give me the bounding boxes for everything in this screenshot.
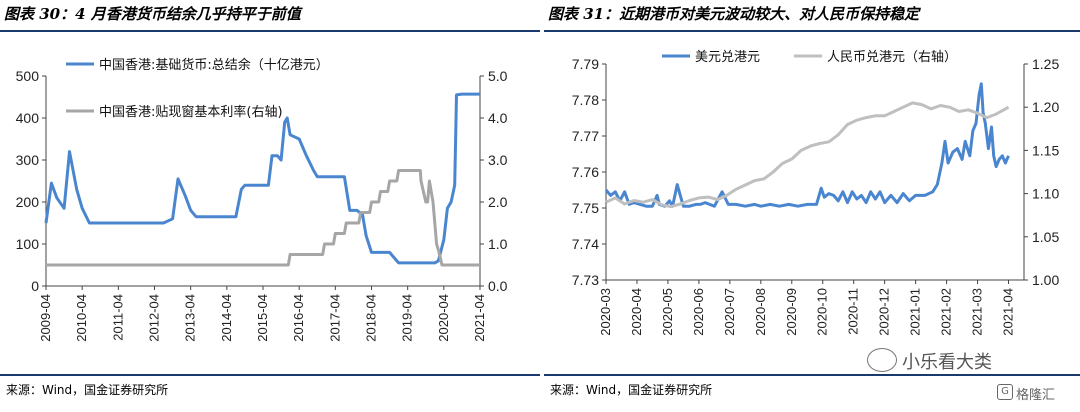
left-xtick-label: 2015-04: [255, 294, 270, 342]
left-ytick-left-label: 100: [16, 236, 40, 252]
right-ytick-right-label: 1.10: [1032, 186, 1059, 202]
left-ytick-right-label: 4.0: [488, 110, 508, 126]
left-ytick-left-label: 500: [16, 68, 40, 84]
right-xtick-label: 2020-10: [815, 288, 830, 336]
right-xtick-label: 2021-02: [939, 288, 954, 336]
left-xtick-label: 2020-04: [436, 294, 451, 342]
left-ytick-left-label: 400: [16, 110, 40, 126]
source-divider-right: [544, 374, 1080, 376]
left-ytick-right-label: 1.0: [488, 236, 508, 252]
left-xtick-label: 2017-04: [327, 294, 342, 342]
right-xtick-label: 2020-06: [691, 288, 706, 336]
left-series-line-1: [46, 169, 480, 267]
right-series-line-0: [604, 82, 1010, 208]
right-ytick-right-label: 1.25: [1032, 56, 1059, 72]
left-xtick-label: 2019-04: [400, 294, 415, 342]
chart-title-right: 图表 31：近期港币对美元波动较大、对人民币保持稳定: [548, 5, 920, 23]
left-series-line-0: [44, 92, 480, 265]
left-ytick-left-label: 0: [31, 278, 39, 294]
source-note-right: 来源：Wind，国金证券研究所: [550, 383, 713, 397]
chart-left: 0 100 200 300 400 500 0.0 1.0 2.0 3.0 4.0 5.0 2009-0…: [16, 57, 508, 342]
right-ytick-left-label: 7.76: [572, 164, 599, 180]
right-ytick-left-label: 7.74: [572, 236, 599, 252]
left-ytick-right-label: 5.0: [488, 68, 508, 84]
right-xtick-label: 2021-01: [908, 288, 923, 336]
chart-right: 7.73 7.74 7.75 7.76 7.77 7.78 7.79 1.00 1.05 1.10…: [572, 50, 1060, 336]
right-xtick-label: 2020-04: [629, 288, 644, 336]
right-xtick-label: 2020-09: [784, 288, 799, 336]
right-ytick-right-label: 1.20: [1032, 99, 1059, 115]
right-xtick-label: 2021-04: [1001, 288, 1016, 336]
left-ytick-left-label: 200: [16, 194, 40, 210]
right-legend-label-0: 美元兑港元: [695, 50, 760, 65]
right-ytick-left-label: 7.78: [572, 92, 599, 108]
left-ytick-left-label: 300: [16, 152, 40, 168]
right-ytick-left-label: 7.77: [572, 128, 599, 144]
left-xtick-label: 2018-04: [364, 294, 379, 342]
right-legend-label-1: 人民币兑港元（右轴）: [827, 50, 957, 65]
right-ytick-right-label: 1.00: [1032, 272, 1059, 288]
right-series-line-1: [605, 101, 1010, 209]
watermark-chat-icon: [867, 348, 897, 372]
right-ytick-left-label: 7.79: [572, 56, 599, 72]
source-note-left: 来源：Wind，国金证券研究所: [6, 383, 169, 397]
right-ytick-left-label: 7.73: [572, 272, 599, 288]
left-xtick-label: 2010-04: [74, 294, 89, 342]
right-xtick-label: 2020-12: [877, 288, 892, 336]
left-ytick-right-label: 3.0: [488, 152, 508, 168]
chart-panel-right: 图表 31：近期港币对美元波动较大、对人民币保持稳定 7.73 7.74 7.75 7…: [544, 0, 1080, 412]
left-xtick-label: 2021-04: [472, 294, 487, 342]
right-ytick-right-label: 1.15: [1032, 142, 1059, 158]
source-divider-left: [0, 374, 540, 376]
chart-title-left: 图表 30：4 月香港货币结余几乎持平于前值: [4, 5, 301, 23]
chart-panel-left: 图表 30：4 月香港货币结余几乎持平于前值 0 100 200 300 400 500 0…: [0, 5, 540, 397]
left-legend-label-0: 中国香港:基础货币:总结余（十亿港元）: [99, 57, 329, 73]
left-ytick-right-label: 0.0: [488, 278, 508, 294]
right-ytick-left-label: 7.75: [572, 200, 599, 216]
title-divider-left: [0, 30, 540, 32]
left-xtick-label: 2014-04: [219, 294, 234, 342]
right-xtick-label: 2020-03: [598, 288, 613, 336]
watermark-text: 小乐看大类: [902, 352, 992, 373]
watermark-logo-icon: G: [997, 384, 1013, 400]
right-xtick-label: 2020-05: [660, 288, 675, 336]
left-xtick-label: 2011-04: [110, 294, 125, 341]
left-ytick-right-label: 2.0: [488, 194, 508, 210]
right-xtick-label: 2020-08: [753, 288, 768, 336]
left-xtick-label: 2013-04: [183, 294, 198, 342]
title-divider-right: [544, 30, 1080, 32]
right-xtick-label: 2020-11: [846, 288, 861, 335]
watermark-subtext: 格隆汇: [1016, 388, 1056, 403]
left-xtick-label: 2012-04: [147, 294, 162, 342]
right-xtick-label: 2021-03: [970, 288, 985, 336]
left-legend-label-1: 中国香港:贴现窗基本利率(右轴): [99, 104, 283, 120]
right-ytick-right-label: 1.05: [1032, 229, 1059, 245]
left-xtick-label: 2009-04: [38, 294, 53, 342]
right-xtick-label: 2020-07: [722, 288, 737, 336]
left-xtick-label: 2016-04: [291, 294, 306, 342]
